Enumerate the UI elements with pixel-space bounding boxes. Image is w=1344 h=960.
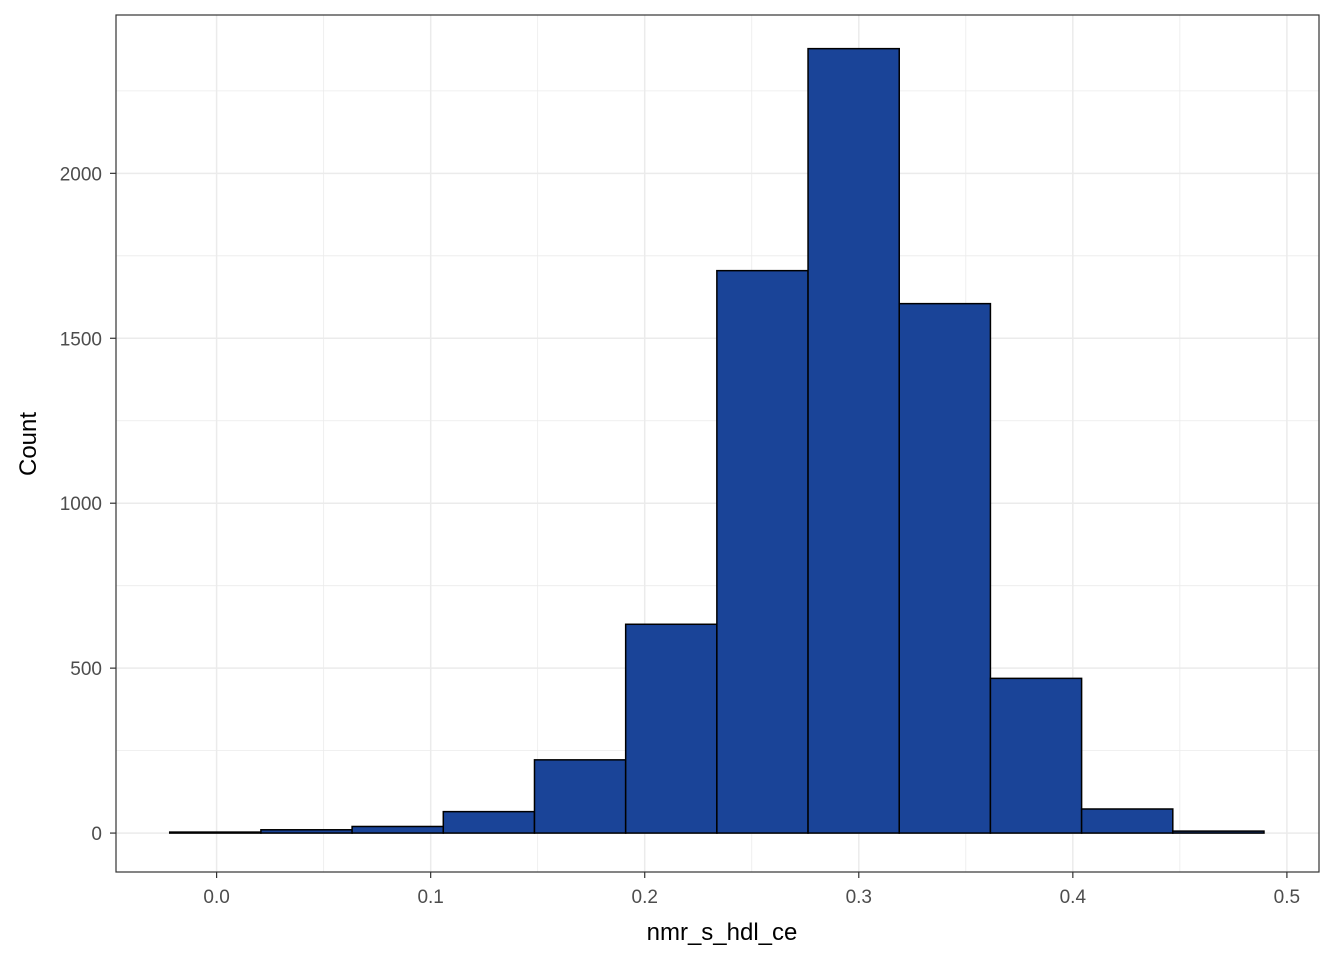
y-tick-label: 0 (91, 824, 102, 845)
x-tick-label: 0.2 (632, 887, 658, 908)
histogram-bar (260, 829, 353, 834)
x-tick-label: 0.4 (1060, 887, 1087, 908)
y-tick-label: 500 (70, 659, 102, 680)
y-tick-label: 1500 (60, 329, 102, 350)
x-tick-label: 0.5 (1274, 887, 1300, 908)
histogram-bar (1080, 808, 1174, 834)
y-tick-label: 1000 (60, 494, 102, 515)
y-axis-title: Count (15, 412, 42, 476)
x-axis: 0.0 0.1 0.2 0.3 0.4 0.5 (203, 872, 1300, 908)
x-tick-label: 0.1 (417, 887, 443, 908)
histogram-bar (168, 831, 262, 834)
histogram-bar (533, 759, 627, 834)
y-tick-label: 2000 (60, 164, 102, 185)
histogram-bar (807, 47, 900, 834)
histogram-bar (716, 269, 809, 834)
panel-border (115, 14, 1320, 873)
histogram-bar (898, 302, 992, 834)
y-axis: 0 500 1000 1500 2000 (60, 164, 116, 845)
grid-lines (116, 15, 1319, 872)
histogram-bar (442, 810, 536, 834)
bars (168, 47, 1265, 834)
histogram-bar (624, 623, 718, 834)
histogram-bar (1172, 830, 1265, 834)
histogram-bar (989, 677, 1083, 834)
x-tick-label: 0.0 (203, 887, 229, 908)
x-tick-label: 0.3 (846, 887, 872, 908)
x-axis-title: nmr_s_hdl_ce (647, 919, 798, 946)
histogram-bar (351, 825, 445, 834)
